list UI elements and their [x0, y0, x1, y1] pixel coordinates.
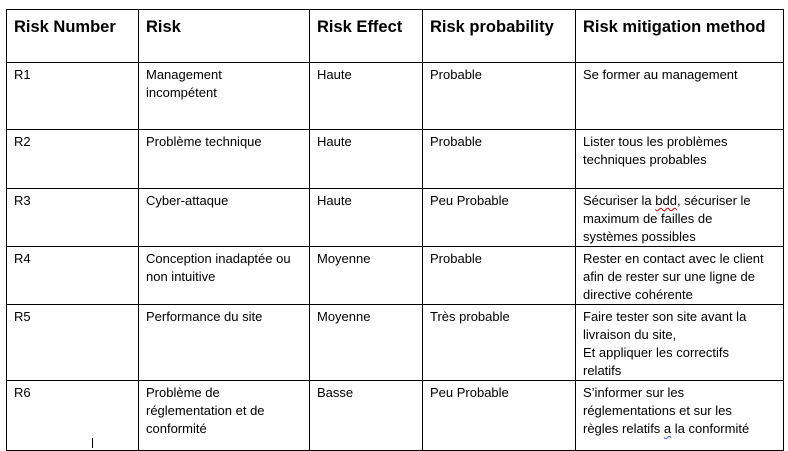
cell-risk-probability[interactable]: Probable	[422, 129, 576, 189]
cell-risk-probability[interactable]: Probable	[422, 246, 576, 305]
cell-risk[interactable]: Problème de réglementation et de conform…	[138, 380, 310, 451]
cell-risk[interactable]: Management incompétent	[138, 62, 310, 130]
mitigation-text: la conformité	[671, 421, 750, 436]
cell-risk-probability[interactable]: Très probable	[422, 304, 576, 381]
cell-risk-probability[interactable]: Peu Probable	[422, 380, 576, 451]
header-risk-mitigation[interactable]: Risk mitigation method	[575, 9, 784, 63]
table-row: R6 Problème de réglementation et de conf…	[6, 380, 784, 451]
cell-risk-probability[interactable]: Probable	[422, 62, 576, 130]
risk-table-container: Risk Number Risk Risk Effect Risk probab…	[6, 9, 784, 451]
cell-risk-mitigation[interactable]: Faire tester son site avant la livraison…	[575, 304, 784, 381]
cell-risk-number[interactable]: R1	[6, 62, 139, 130]
mitigation-text: Sécuriser la	[583, 193, 656, 208]
cell-risk[interactable]: Performance du site	[138, 304, 310, 381]
cell-risk-number[interactable]: R3	[6, 188, 139, 247]
cell-risk-mitigation[interactable]: Sécuriser la bdd, sécuriser le maximum d…	[575, 188, 784, 247]
header-risk[interactable]: Risk	[138, 9, 310, 63]
cell-risk-effect[interactable]: Basse	[309, 380, 423, 451]
mitigation-text: S’informer sur les réglementations et su…	[583, 385, 732, 436]
header-risk-number[interactable]: Risk Number	[6, 9, 139, 63]
spellcheck-flagged-word[interactable]: bdd	[655, 193, 677, 208]
cell-risk-effect[interactable]: Moyenne	[309, 246, 423, 305]
mitigation-text: Se former au management	[583, 67, 738, 82]
text-cursor	[92, 438, 93, 448]
table-row: R4 Conception inadaptée ou non intuitive…	[6, 246, 784, 305]
cell-risk[interactable]: Conception inadaptée ou non intuitive	[138, 246, 310, 305]
header-row: Risk Number Risk Risk Effect Risk probab…	[6, 9, 784, 63]
cell-risk[interactable]: Cyber-attaque	[138, 188, 310, 247]
table-row: R5 Performance du site Moyenne Très prob…	[6, 304, 784, 381]
cell-risk-number[interactable]: R6	[6, 380, 139, 451]
cell-risk-mitigation[interactable]: Rester en contact avec le client afin de…	[575, 246, 784, 305]
cell-risk-mitigation[interactable]: Se former au management	[575, 62, 784, 130]
cell-risk-effect[interactable]: Moyenne	[309, 304, 423, 381]
cell-risk-effect[interactable]: Haute	[309, 129, 423, 189]
grammar-flagged-word[interactable]: a	[663, 421, 672, 436]
table-row: R2 Problème technique Haute Probable Lis…	[6, 129, 784, 189]
cell-risk-number[interactable]: R4	[6, 246, 139, 305]
table-row: R1 Management incompétent Haute Probable…	[6, 62, 784, 130]
cell-risk-probability[interactable]: Peu Probable	[422, 188, 576, 247]
header-risk-effect[interactable]: Risk Effect	[309, 9, 423, 63]
mitigation-text: Faire tester son site avant la livraison…	[583, 309, 747, 378]
table-row: R3 Cyber-attaque Haute Peu Probable Sécu…	[6, 188, 784, 247]
cell-risk-number[interactable]: R5	[6, 304, 139, 381]
cell-risk-effect[interactable]: Haute	[309, 188, 423, 247]
header-risk-probability[interactable]: Risk probability	[422, 9, 576, 63]
cell-risk[interactable]: Problème technique	[138, 129, 310, 189]
risk-table: Risk Number Risk Risk Effect Risk probab…	[6, 9, 784, 451]
cell-risk-mitigation[interactable]: Lister tous les problèmes techniques pro…	[575, 129, 784, 189]
mitigation-text: Rester en contact avec le client afin de…	[583, 251, 764, 302]
cell-risk-mitigation[interactable]: S’informer sur les réglementations et su…	[575, 380, 784, 451]
cell-risk-number[interactable]: R2	[6, 129, 139, 189]
mitigation-text: , sécuriser le maximum de failles de sys…	[583, 193, 751, 244]
mitigation-text: Lister tous les problèmes techniques pro…	[583, 134, 728, 167]
cell-risk-effect[interactable]: Haute	[309, 62, 423, 130]
